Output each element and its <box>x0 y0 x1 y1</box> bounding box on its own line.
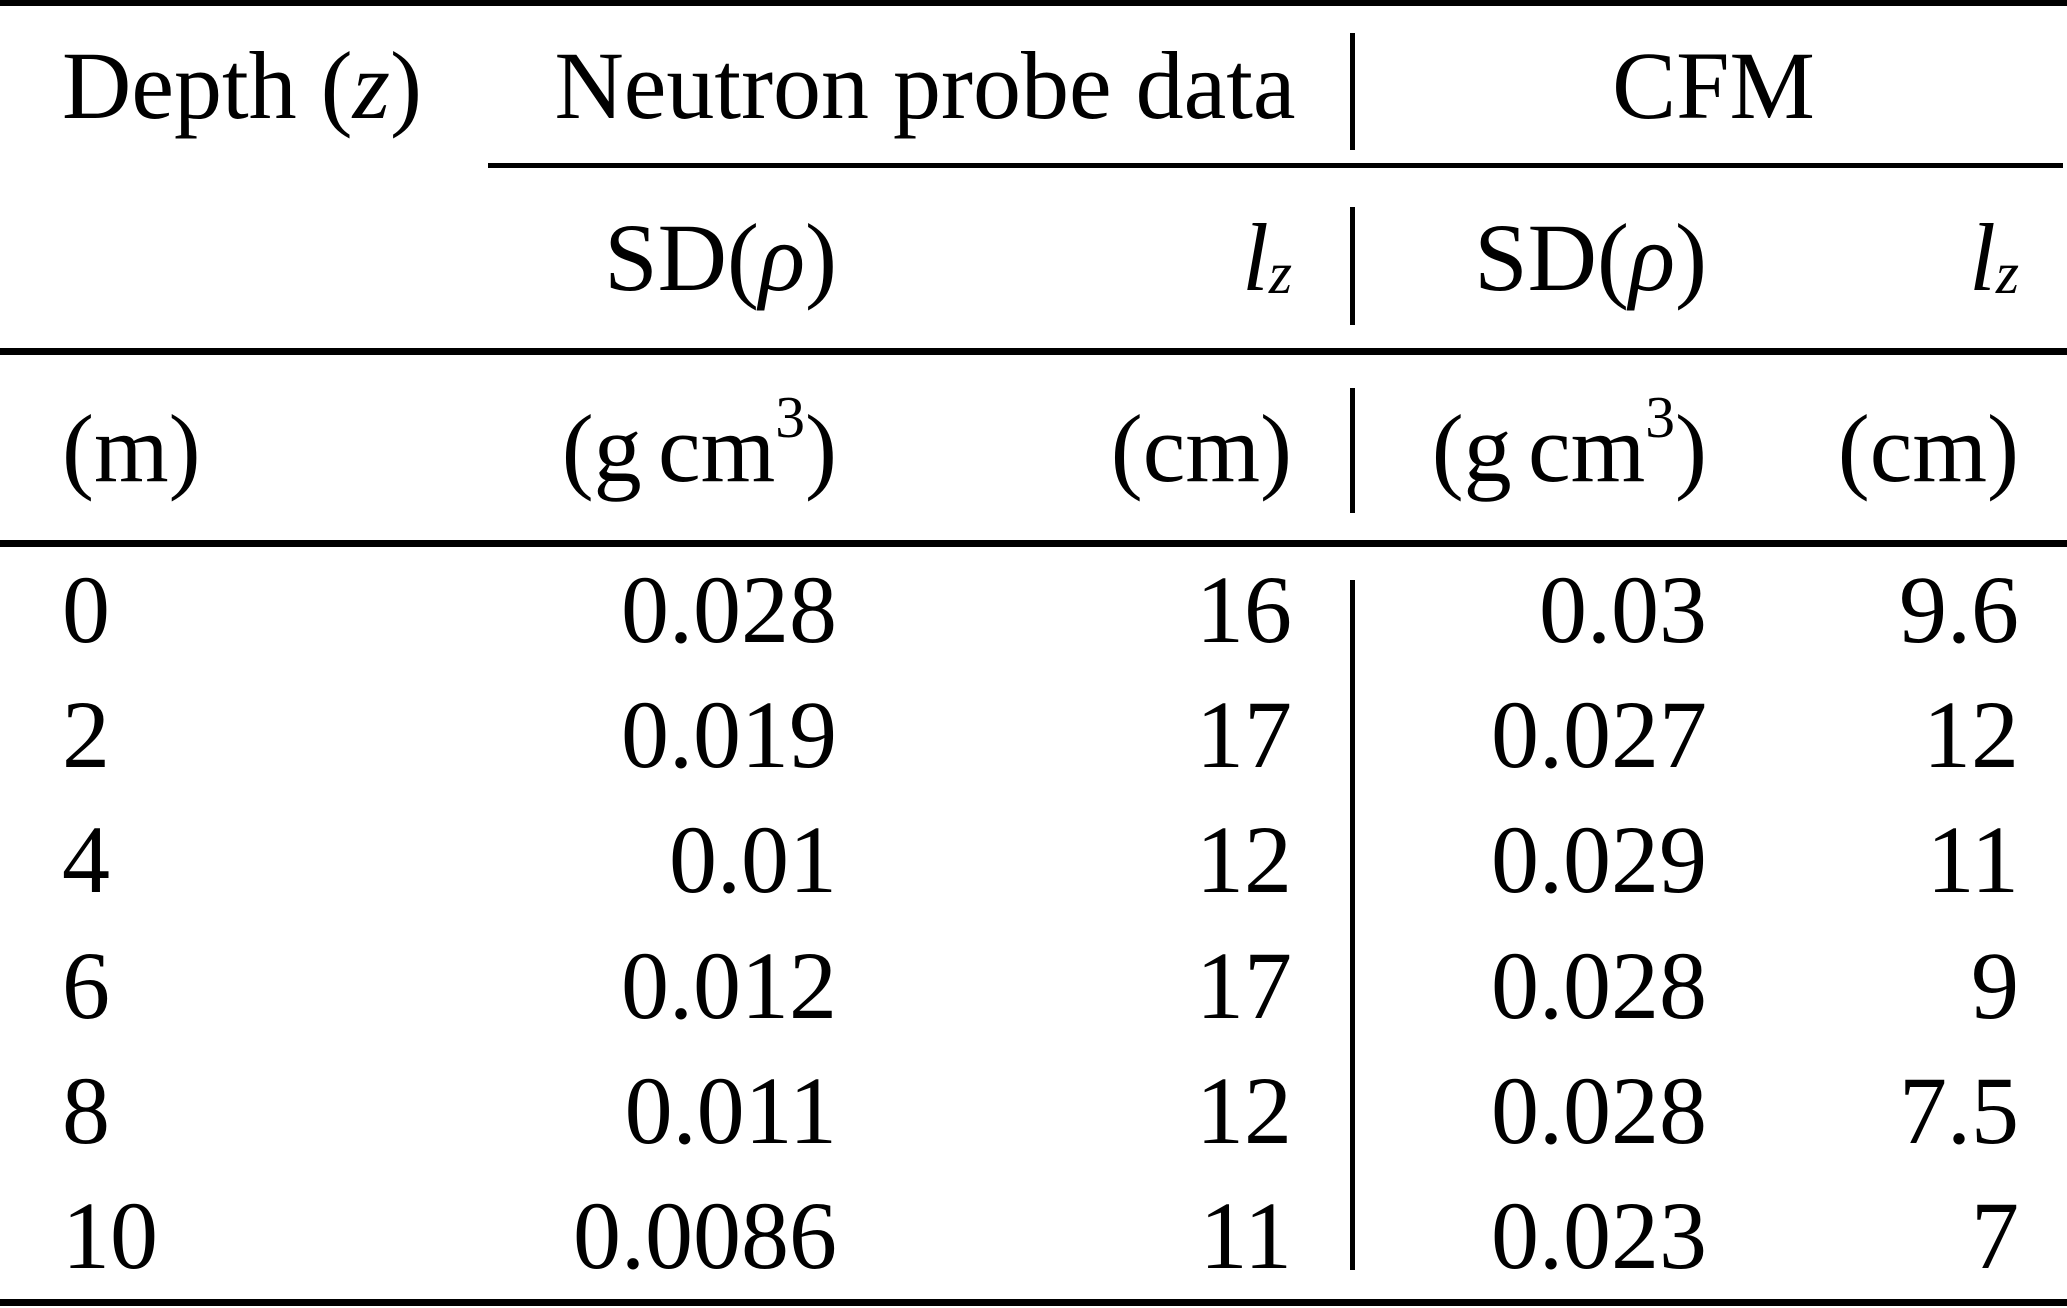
data-table: Depth (z) Neutron probe data CFM SD(ρ) l… <box>0 6 2067 1299</box>
unit-density-close: ) <box>805 394 837 502</box>
cell-np-sd: 0.01 <box>669 806 837 914</box>
header-depth-text: Depth ( <box>62 31 353 139</box>
unit-cfm-density: (g cm 3) <box>1360 350 1715 547</box>
subheader-np-sd: SD(ρ) <box>490 165 845 350</box>
sd-close: ) <box>805 203 837 311</box>
column-divider-segment-4 <box>1350 580 1355 1270</box>
cell-np-lz: 11 <box>1199 1182 1292 1290</box>
cell-np-lz: 12 <box>1196 806 1292 914</box>
unit-cfm-length: (cm) <box>1837 394 2019 502</box>
column-divider-segment-1 <box>1350 33 1355 150</box>
unit-np-length: (cm) <box>1110 394 1292 502</box>
cell-np-lz: 17 <box>1196 931 1292 1039</box>
subheader-empty <box>0 165 490 350</box>
lz-base: l <box>1969 203 1996 311</box>
rho-symbol: ρ <box>758 203 806 311</box>
unit-density-open: (g <box>1431 394 1512 502</box>
rule-under-subheaders <box>0 348 2067 355</box>
cell-cfm-sd: 0.03 <box>1539 555 1707 663</box>
cell-np-sd: 0.011 <box>624 1056 837 1164</box>
cell-cfm-lz: 9 <box>1971 931 2019 1039</box>
cell-depth: 8 <box>62 1056 110 1164</box>
unit-density-open: (g <box>561 394 642 502</box>
cell-np-lz: 16 <box>1196 555 1292 663</box>
sd-label: SD( <box>1474 203 1629 311</box>
cell-cfm-sd: 0.027 <box>1491 680 1707 788</box>
rho-symbol: ρ <box>1628 203 1676 311</box>
cell-np-lz: 12 <box>1196 1056 1292 1164</box>
unit-np-density: (g cm 3) <box>490 350 845 547</box>
sd-close: ) <box>1675 203 1707 311</box>
cell-cfm-sd: 0.028 <box>1491 1056 1707 1164</box>
header-group-neutron-probe: Neutron probe data <box>554 31 1296 139</box>
cell-cfm-sd: 0.023 <box>1491 1182 1707 1290</box>
cell-depth: 10 <box>62 1182 158 1290</box>
cell-np-sd: 0.012 <box>621 931 837 1039</box>
rule-top <box>0 0 2067 6</box>
cell-np-sd: 0.019 <box>621 680 837 788</box>
cell-cfm-lz: 9.6 <box>1899 555 2019 663</box>
column-divider-segment-3 <box>1350 388 1355 513</box>
unit-depth: (m) <box>62 394 201 502</box>
header-group-cfm: CFM <box>1612 31 1815 139</box>
header-depth-variable: z <box>352 31 390 139</box>
cell-depth: 6 <box>62 931 110 1039</box>
header-depth-close: ) <box>389 31 422 139</box>
header-depth: Depth (z) <box>0 6 490 165</box>
cell-depth: 4 <box>62 806 110 914</box>
unit-density-cm: cm <box>657 394 776 502</box>
cell-cfm-sd: 0.029 <box>1491 806 1707 914</box>
cell-np-lz: 17 <box>1196 680 1292 788</box>
cell-cfm-lz: 12 <box>1923 680 2019 788</box>
cell-np-sd: 0.028 <box>621 555 837 663</box>
rule-under-units <box>0 540 2067 547</box>
cell-depth: 2 <box>62 680 110 788</box>
unit-density-cm: cm <box>1527 394 1646 502</box>
cell-cfm-lz: 7 <box>1971 1182 2019 1290</box>
rule-bottom <box>0 1299 2067 1306</box>
unit-density-exponent: 3 <box>1645 383 1676 450</box>
cell-cfm-sd: 0.028 <box>1491 931 1707 1039</box>
lz-base: l <box>1242 203 1269 311</box>
cell-cfm-lz: 11 <box>1926 806 2019 914</box>
cell-np-sd: 0.0086 <box>573 1182 837 1290</box>
column-divider-segment-2 <box>1350 207 1355 325</box>
lz-subscript: z <box>1995 240 2019 307</box>
unit-density-exponent: 3 <box>775 383 806 450</box>
cell-depth: 0 <box>62 555 110 663</box>
rule-under-group-headers <box>488 163 2063 168</box>
cell-cfm-lz: 7.5 <box>1899 1056 2019 1164</box>
sd-label: SD( <box>604 203 759 311</box>
lz-subscript: z <box>1268 240 1292 307</box>
subheader-cfm-sd: SD(ρ) <box>1360 165 1715 350</box>
unit-density-close: ) <box>1675 394 1707 502</box>
